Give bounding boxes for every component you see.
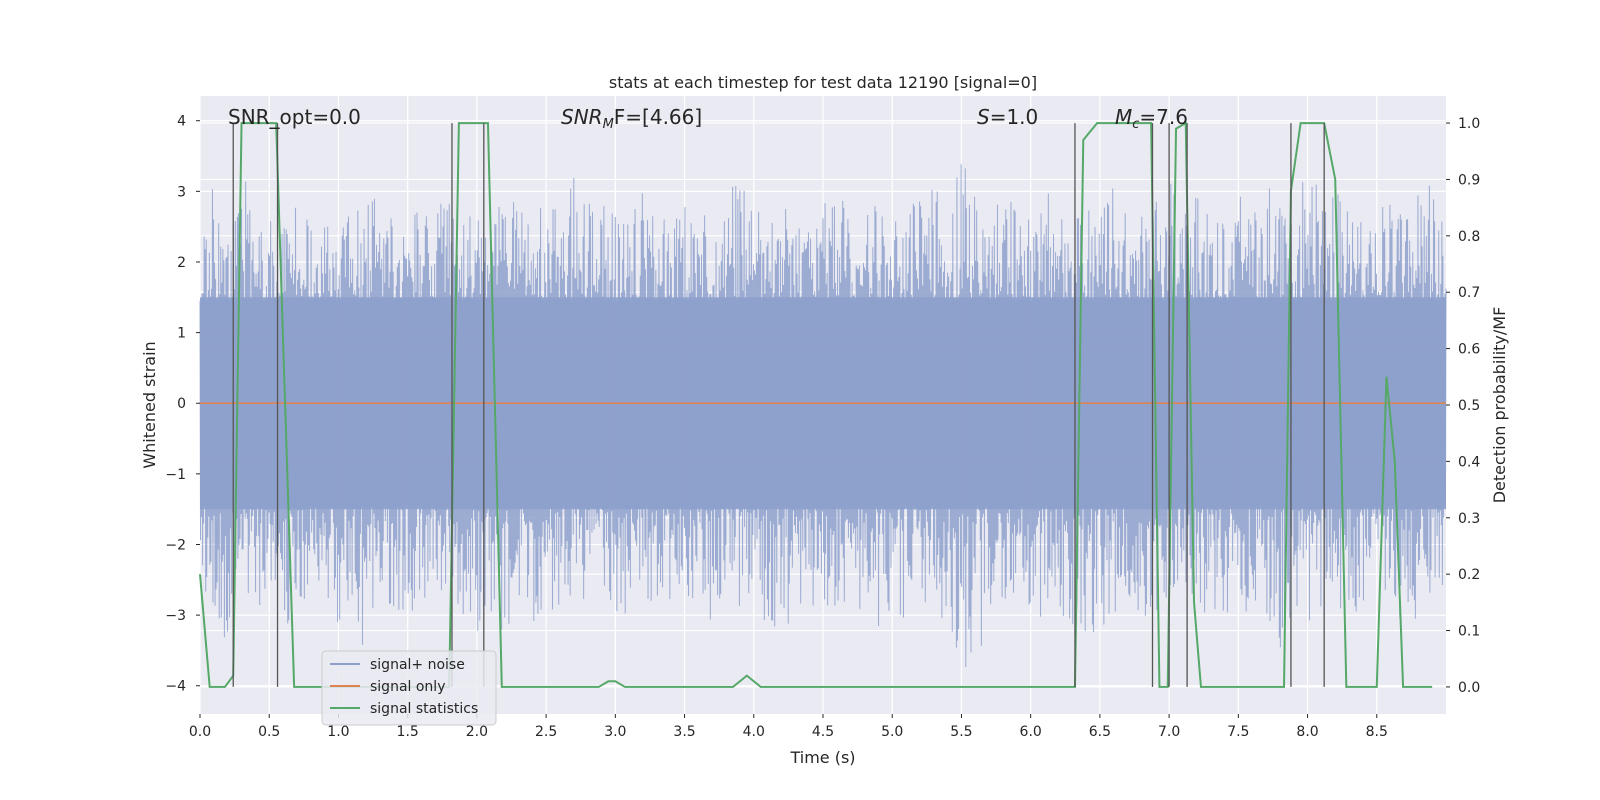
ticks: 0.0 0.5 1.0 1.5 2.0 2.5 3.0 3.5 4.0 4.5 5.0 5.5 6.0 6… bbox=[165, 114, 1480, 740]
x-tick-label: 5.0 bbox=[881, 724, 903, 740]
y-left-tick-label: −3 bbox=[165, 608, 186, 624]
y-left-tick-label: 0 bbox=[177, 396, 186, 412]
y-left-tick-label: −4 bbox=[165, 679, 186, 695]
x-tick-label: 0.5 bbox=[258, 724, 280, 740]
x-tick-label: 3.5 bbox=[673, 724, 695, 740]
x-tick-label: 3.0 bbox=[604, 724, 626, 740]
y-right-tick-label: 0.5 bbox=[1458, 398, 1480, 414]
annotation-s-label: S bbox=[977, 105, 990, 129]
x-tick-label: 4.0 bbox=[743, 724, 765, 740]
x-axis-label: Time (s) bbox=[789, 748, 855, 767]
annotation-snr-mf: SNRMF=[4.66] bbox=[561, 105, 702, 132]
noise-trace bbox=[199, 164, 1447, 668]
y-right-tick-label: 1.0 bbox=[1458, 116, 1480, 132]
y-right-tick-label: 0.7 bbox=[1458, 285, 1480, 301]
annotation-snr-mf-sub: M bbox=[603, 117, 614, 132]
y-right-tick-label: 0.4 bbox=[1458, 454, 1480, 470]
y-right-tick-label: 0.2 bbox=[1458, 567, 1480, 583]
y-left-tick-label: 1 bbox=[177, 326, 186, 342]
y-right-tick-label: 0.0 bbox=[1458, 680, 1480, 696]
legend-label-statistics: signal statistics bbox=[370, 701, 478, 717]
y-left-tick-label: −2 bbox=[165, 537, 186, 553]
annotation-snr-mf-label: SNR bbox=[561, 105, 603, 129]
legend: signal+ noise signal only signal statist… bbox=[321, 650, 497, 726]
annotation-s: S=1.0 bbox=[977, 105, 1038, 129]
x-tick-label: 7.5 bbox=[1227, 724, 1249, 740]
x-tick-label: 5.5 bbox=[950, 724, 972, 740]
annotation-snr-opt: SNR_opt=0.0 bbox=[228, 105, 361, 129]
y-right-tick-label: 0.1 bbox=[1458, 624, 1480, 640]
y-left-tick-label: 3 bbox=[177, 184, 186, 200]
annotation-snr-mf-rest: F=[4.66] bbox=[614, 105, 702, 129]
x-tick-label: 2.5 bbox=[535, 724, 557, 740]
x-tick-label: 4.5 bbox=[812, 724, 834, 740]
y-right-tick-label: 0.9 bbox=[1458, 172, 1480, 188]
y-left-tick-label: −1 bbox=[165, 467, 186, 483]
x-tick-label: 6.5 bbox=[1089, 724, 1111, 740]
x-tick-label: 0.0 bbox=[189, 724, 211, 740]
legend-box bbox=[321, 650, 497, 726]
annotation-mc-sub: c bbox=[1132, 117, 1139, 132]
annotation-mc-rest: =7.6 bbox=[1139, 105, 1188, 129]
y-right-tick-label: 0.3 bbox=[1458, 511, 1480, 527]
x-tick-label: 2.0 bbox=[466, 724, 488, 740]
x-tick-label: 8.0 bbox=[1296, 724, 1318, 740]
annotation-mc: Mc=7.6 bbox=[1115, 105, 1188, 132]
y-right-tick-label: 0.6 bbox=[1458, 342, 1480, 358]
x-tick-label: 6.0 bbox=[1020, 724, 1042, 740]
y-right-tick-label: 0.8 bbox=[1458, 229, 1480, 245]
x-tick-label: 7.0 bbox=[1158, 724, 1180, 740]
chart-title: stats at each timestep for test data 121… bbox=[609, 73, 1037, 92]
annotation-s-rest: =1.0 bbox=[990, 105, 1039, 129]
y-left-tick-label: 2 bbox=[177, 255, 186, 271]
x-tick-label: 8.5 bbox=[1366, 724, 1388, 740]
x-tick-label: 1.5 bbox=[397, 724, 419, 740]
y-axis-label-right: Detection probability/MF bbox=[1490, 307, 1509, 504]
y-axis-label-left: Whitened strain bbox=[140, 341, 159, 468]
legend-label-signal: signal only bbox=[370, 679, 445, 695]
x-tick-label: 1.0 bbox=[327, 724, 349, 740]
y-left-tick-label: 4 bbox=[177, 114, 186, 130]
annotation-mc-label: M bbox=[1115, 105, 1132, 129]
legend-label-noise: signal+ noise bbox=[370, 657, 465, 673]
vertical-markers bbox=[232, 123, 1325, 687]
